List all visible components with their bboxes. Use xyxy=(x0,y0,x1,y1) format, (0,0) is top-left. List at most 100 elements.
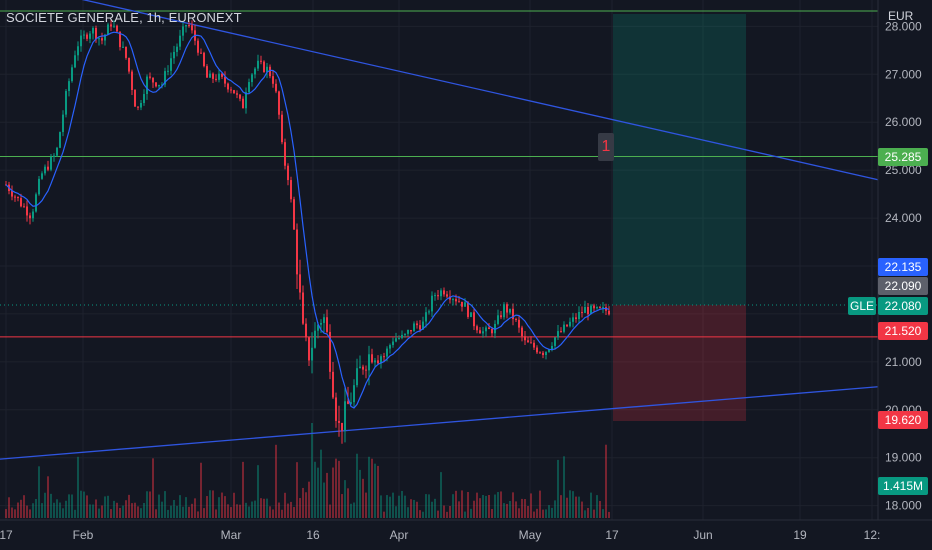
candle-body xyxy=(512,308,514,320)
price-tick-label: 21.000 xyxy=(885,355,922,369)
candle-body xyxy=(95,27,97,40)
price-tick-label: 24.000 xyxy=(885,211,922,225)
volume-bar xyxy=(116,502,118,518)
volume-bar xyxy=(248,506,250,518)
candle-body xyxy=(236,93,238,95)
volume-bar xyxy=(20,499,22,518)
volume-bar xyxy=(77,456,79,518)
volume-bar xyxy=(56,499,58,518)
volume-bar xyxy=(38,466,40,518)
volume-bar xyxy=(452,494,454,518)
volume-bar xyxy=(101,505,103,518)
volume-bar xyxy=(53,502,55,518)
candle-body xyxy=(533,342,535,348)
volume-bar xyxy=(350,503,352,518)
volume-bar xyxy=(230,507,232,518)
horizontal-lines[interactable] xyxy=(0,10,878,338)
candle-body xyxy=(317,324,319,331)
volume-bar xyxy=(440,472,442,518)
candle-body xyxy=(467,302,469,317)
volume-bar xyxy=(437,510,439,518)
candle-body xyxy=(503,304,505,318)
volume-bar xyxy=(104,496,106,518)
candle-body xyxy=(47,166,49,170)
volume-bar xyxy=(587,507,589,518)
candle-body xyxy=(290,180,292,200)
volume-bar xyxy=(23,495,25,518)
volume-bar xyxy=(203,508,205,518)
position-stop-zone[interactable] xyxy=(613,305,746,421)
volume-bar xyxy=(386,495,388,518)
volume-bar xyxy=(110,509,112,518)
long-position-tool[interactable] xyxy=(613,14,746,421)
volume-bar xyxy=(410,499,412,518)
candle-body xyxy=(254,68,256,75)
volume-bar xyxy=(596,495,598,518)
candle-body xyxy=(509,308,511,313)
volume-bar xyxy=(164,491,166,518)
volume-bar xyxy=(17,502,19,518)
candle-body xyxy=(347,401,349,404)
position-target-zone[interactable] xyxy=(613,14,746,305)
volume-bar xyxy=(191,503,193,518)
volume-bar xyxy=(461,490,463,518)
candle-body xyxy=(233,90,235,94)
candle-body xyxy=(482,331,484,334)
volume-bar xyxy=(506,503,508,518)
volume-bar xyxy=(314,461,316,518)
candle-body xyxy=(374,360,376,363)
candle-body xyxy=(455,299,457,302)
volume-bar xyxy=(308,481,310,518)
volume-bar xyxy=(542,509,544,518)
volume-bar xyxy=(296,462,298,518)
candle-body xyxy=(392,341,394,346)
volume-bar xyxy=(242,461,244,518)
candle-body xyxy=(263,61,265,73)
candle-body xyxy=(29,215,31,219)
candle-body xyxy=(446,294,448,297)
alert-marker[interactable]: 1 xyxy=(598,133,614,161)
volume-bar xyxy=(578,496,580,518)
volume-bar xyxy=(239,504,241,518)
time-axis[interactable]: 17 Feb Mar 16 Apr May 17 Jun 19 12: xyxy=(0,519,932,550)
candle-body xyxy=(314,330,316,348)
candle-body xyxy=(323,317,325,323)
volume-bar xyxy=(551,507,553,518)
price-label: 22.090 xyxy=(878,277,928,295)
volume-bar xyxy=(302,487,304,518)
candle-body xyxy=(389,345,391,349)
volume-bar xyxy=(197,511,199,518)
candle-body xyxy=(437,295,439,297)
candle-body xyxy=(161,84,163,86)
candle-body xyxy=(287,165,289,181)
chart-title: SOCIETE GENERALE, 1h, EURONEXT xyxy=(6,10,242,25)
volume-bar xyxy=(167,509,169,518)
candle-body xyxy=(164,71,166,85)
candle-body xyxy=(260,60,262,62)
volume-bar xyxy=(401,490,403,518)
candle-body xyxy=(137,106,139,108)
volume-bar xyxy=(353,502,355,518)
candle-body xyxy=(71,67,73,82)
trendlines[interactable] xyxy=(0,0,879,460)
volume-bar xyxy=(371,458,373,518)
volume-bar xyxy=(152,458,154,518)
volume-bar xyxy=(44,492,46,518)
candle-body xyxy=(155,82,157,87)
candle-body xyxy=(359,366,361,369)
volume-bar xyxy=(500,491,502,518)
candle-body xyxy=(56,147,58,156)
candle-body xyxy=(266,66,268,73)
candle-body xyxy=(218,73,220,80)
volume-bar xyxy=(485,495,487,518)
candle-body xyxy=(425,312,427,322)
candle-body xyxy=(551,345,553,350)
price-label: 19.620 xyxy=(878,411,928,429)
volume-bar xyxy=(215,509,217,518)
candle-body xyxy=(395,338,397,342)
candle-body xyxy=(542,352,544,356)
grid xyxy=(0,0,878,520)
candle-body xyxy=(398,337,400,339)
volume-bar xyxy=(356,453,358,518)
